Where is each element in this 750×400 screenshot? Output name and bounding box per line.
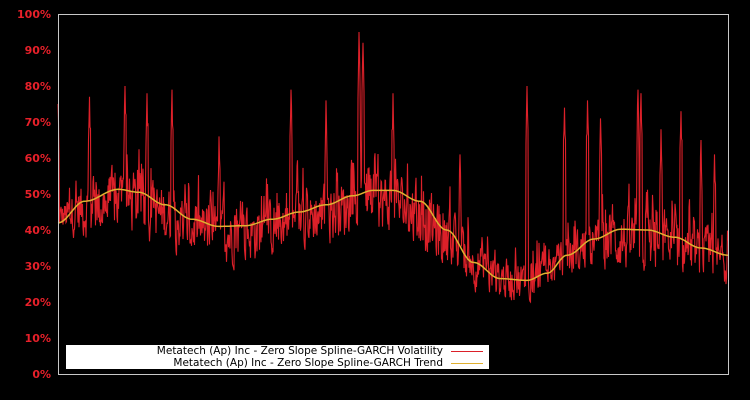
legend-item-volatility: Metatech (Ap) Inc - Zero Slope Spline-GA… bbox=[157, 345, 483, 357]
y-tick-label: 80% bbox=[25, 80, 51, 93]
legend-label-volatility: Metatech (Ap) Inc - Zero Slope Spline-GA… bbox=[156, 345, 443, 357]
y-tick-label: 10% bbox=[25, 332, 51, 345]
legend-item-trend: Metatech (Ap) Inc - Zero Slope Spline-GA… bbox=[173, 357, 483, 369]
legend-swatch-volatility bbox=[451, 350, 483, 352]
trend-line bbox=[57, 188, 729, 282]
legend-label-trend: Metatech (Ap) Inc - Zero Slope Spline-GA… bbox=[173, 357, 443, 369]
y-tick-label: 60% bbox=[25, 152, 51, 165]
volatility-line bbox=[57, 31, 729, 304]
trend-series bbox=[57, 188, 729, 282]
chart-legend: Metatech (Ap) Inc - Zero Slope Spline-GA… bbox=[66, 345, 489, 369]
y-axis-ticks: 0% 10% 20% 30% 40% 50% 60% 70% 80% 90% 100% bbox=[17, 8, 51, 381]
y-tick-label: 30% bbox=[25, 260, 51, 273]
y-tick-label: 70% bbox=[25, 116, 51, 129]
volatility-series bbox=[57, 31, 729, 304]
y-tick-label: 20% bbox=[25, 296, 51, 309]
y-tick-label: 40% bbox=[25, 224, 51, 237]
y-tick-label: 100% bbox=[17, 8, 51, 21]
plot-frame bbox=[58, 14, 729, 375]
y-tick-label: 0% bbox=[32, 368, 51, 381]
y-tick-label: 50% bbox=[25, 188, 51, 201]
y-tick-label: 90% bbox=[25, 44, 51, 57]
legend-swatch-trend bbox=[451, 362, 483, 364]
